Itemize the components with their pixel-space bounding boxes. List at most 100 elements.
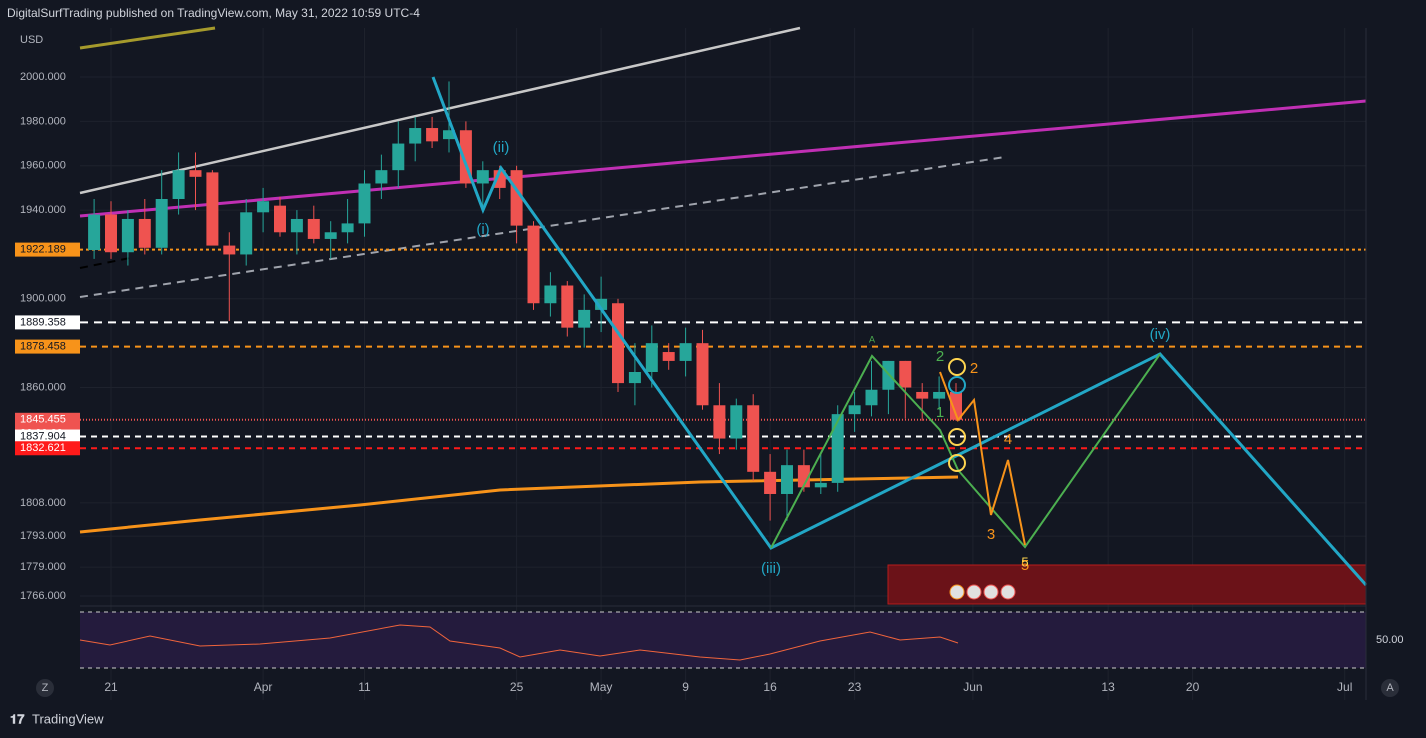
candle-body <box>679 343 692 361</box>
x-tick-label: 20 <box>1186 680 1200 694</box>
trend-line <box>79 26 801 195</box>
x-tick-label: Jun <box>963 680 982 694</box>
price-label-box <box>15 339 80 354</box>
x-tick-label: 21 <box>104 680 118 694</box>
y-tick-label: 1793.000 <box>20 530 66 542</box>
target-zone <box>887 564 1367 605</box>
candle-body <box>611 303 624 384</box>
wave-label: (ii) <box>493 139 510 156</box>
x-tick-label: Jul <box>1337 680 1352 694</box>
button-label[interactable]: A <box>1386 682 1394 694</box>
candle-body <box>88 214 101 251</box>
candle-body <box>645 343 658 373</box>
candle-body <box>561 285 574 328</box>
x-tick-label: 9 <box>682 680 689 694</box>
candle-body <box>628 372 641 384</box>
wave-line <box>770 353 1161 549</box>
candle-body <box>696 343 709 406</box>
candle-body <box>307 218 320 239</box>
candle-body <box>764 471 777 494</box>
rsi-pane: 50.00 <box>79 611 1404 669</box>
moving-average <box>79 475 959 534</box>
button-label[interactable]: Z <box>42 682 49 694</box>
price-label-box <box>15 429 80 444</box>
price-label: 1837.904 <box>20 430 66 442</box>
candle-body <box>155 199 168 248</box>
candle-body <box>358 183 371 224</box>
price-label: 1845.455 <box>20 414 66 426</box>
event-icon <box>949 584 965 600</box>
candle-body <box>865 389 878 406</box>
candle-body <box>324 232 337 239</box>
y-tick-label: 1980.000 <box>20 115 66 127</box>
y-tick-label: 1808.000 <box>20 497 66 509</box>
candle-body <box>257 201 270 213</box>
candle-body <box>848 405 861 415</box>
wave-label: A <box>869 334 875 344</box>
candle-body <box>138 218 151 248</box>
currency: USD <box>20 34 43 46</box>
candle-body <box>730 405 743 439</box>
y-tick-label: 1779.000 <box>20 561 66 573</box>
candle-body <box>426 128 439 142</box>
x-tick-label: 13 <box>1101 680 1115 694</box>
candle-body <box>950 391 963 420</box>
candle-body <box>476 170 489 184</box>
candle-body <box>104 214 117 253</box>
button[interactable] <box>1381 679 1399 697</box>
candle-body <box>290 218 303 233</box>
y-tick-label: 1860.000 <box>20 381 66 393</box>
brand: TradingView <box>32 711 104 726</box>
candle-body <box>206 172 219 246</box>
x-tick-label: 16 <box>763 680 777 694</box>
price-label: 1889.358 <box>20 316 66 328</box>
trend-line <box>79 26 216 50</box>
candle-body <box>882 360 895 390</box>
event-icon <box>966 584 982 600</box>
y-tick-label: 1766.000 <box>20 590 66 602</box>
candle-body <box>713 405 726 439</box>
wave-label: 1 <box>936 404 944 421</box>
price-label: 1832.621 <box>20 442 66 454</box>
header-title: DigitalSurfTrading published on TradingV… <box>7 6 420 20</box>
rsi-band <box>80 612 1366 668</box>
wave-marker <box>948 428 966 446</box>
y-tick-label: 1960.000 <box>20 160 66 172</box>
wave-line <box>939 371 1026 546</box>
x-tick-label: Apr <box>254 680 273 694</box>
candle-body <box>189 170 202 177</box>
candle-body <box>781 465 794 494</box>
candle-body <box>409 128 422 144</box>
wave-label: 2 <box>936 348 944 365</box>
candle-body <box>121 218 134 253</box>
wave-label: 2 <box>970 360 978 377</box>
candle-body <box>223 245 236 255</box>
candle-body <box>933 391 946 399</box>
candle-body <box>747 405 760 472</box>
x-tick-label: 25 <box>510 680 524 694</box>
wave-label: 3 <box>987 526 995 543</box>
price-label: 1878.458 <box>20 340 66 352</box>
trend-line <box>79 257 131 269</box>
wave-label: (iii) <box>761 560 781 577</box>
button[interactable] <box>36 679 54 697</box>
x-tick-label: 23 <box>848 680 862 694</box>
candle-body <box>916 391 929 399</box>
candle-body <box>662 352 675 361</box>
candle-body <box>442 130 455 140</box>
price-label: 1922.189 <box>20 244 66 256</box>
wave-label: (i) <box>476 221 489 238</box>
wave-marker <box>948 376 966 394</box>
candle-body <box>578 309 591 328</box>
price-label-box <box>15 242 80 257</box>
y-tick-label: 2000.000 <box>20 71 66 83</box>
trend-line <box>79 99 1367 218</box>
candle-body <box>831 414 844 483</box>
rsi-line <box>79 624 959 661</box>
candle-body <box>527 225 540 304</box>
x-tick-label: May <box>590 680 613 694</box>
wave-labels: (i) (ii) (iii) (iv) 2 1 2 4 3 5 5 A <box>476 139 1170 577</box>
event-icon <box>983 584 999 600</box>
event-icon <box>1000 584 1016 600</box>
